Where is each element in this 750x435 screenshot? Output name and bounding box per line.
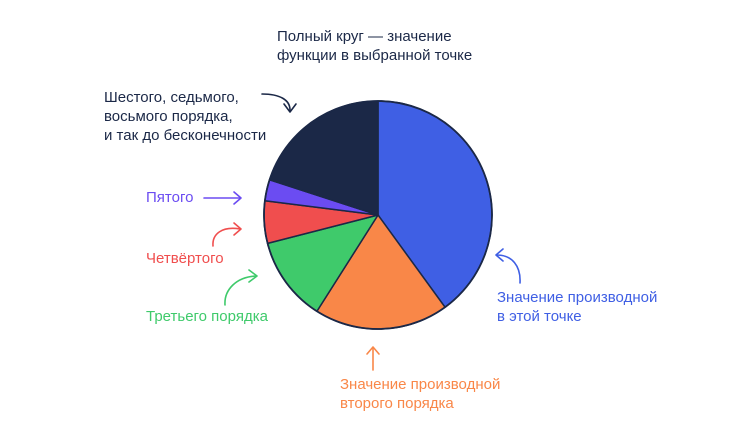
arrow-fifth-order: [203, 191, 242, 205]
label-line: восьмого порядка,: [104, 108, 233, 125]
label-line: Значение производной: [497, 289, 658, 306]
label-higher-orders: Шестого, седьмого, восьмого порядка, и т…: [104, 88, 266, 145]
pie-slices: [263, 100, 493, 330]
annotation-line: Полный круг — значение: [277, 28, 452, 45]
label-line: Четвёртого: [146, 250, 224, 267]
label-line: и так до бесконечности: [104, 127, 267, 144]
pie-outline: [263, 100, 493, 330]
arrow-full-circle: [261, 93, 297, 113]
label-fourth-order: Четвёртого: [146, 249, 224, 268]
label-line: Значение производной: [340, 376, 501, 393]
label-third-order: Третьего порядка: [146, 307, 268, 326]
label-second-order: Значение производной второго порядка: [340, 375, 500, 413]
arrow-second-order: [366, 346, 380, 371]
label-line: Третьего порядка: [146, 308, 268, 325]
label-line: в этой точке: [497, 308, 582, 325]
annotation-line: функции в выбранной точке: [277, 47, 473, 64]
arrow-third-order: [224, 269, 258, 306]
label-fifth-order: Пятого: [146, 188, 193, 207]
label-derivative: Значение производной в этой точке: [497, 288, 657, 326]
arrow-fourth-order: [212, 222, 242, 247]
annotation-full-circle: Полный круг — значение функции в выбранн…: [277, 27, 472, 65]
label-line: Пятого: [146, 189, 194, 206]
callout-arrows: [203, 93, 521, 371]
label-line: Шестого, седьмого,: [104, 89, 239, 106]
arrow-derivative: [495, 248, 521, 284]
label-line: второго порядка: [340, 395, 454, 412]
